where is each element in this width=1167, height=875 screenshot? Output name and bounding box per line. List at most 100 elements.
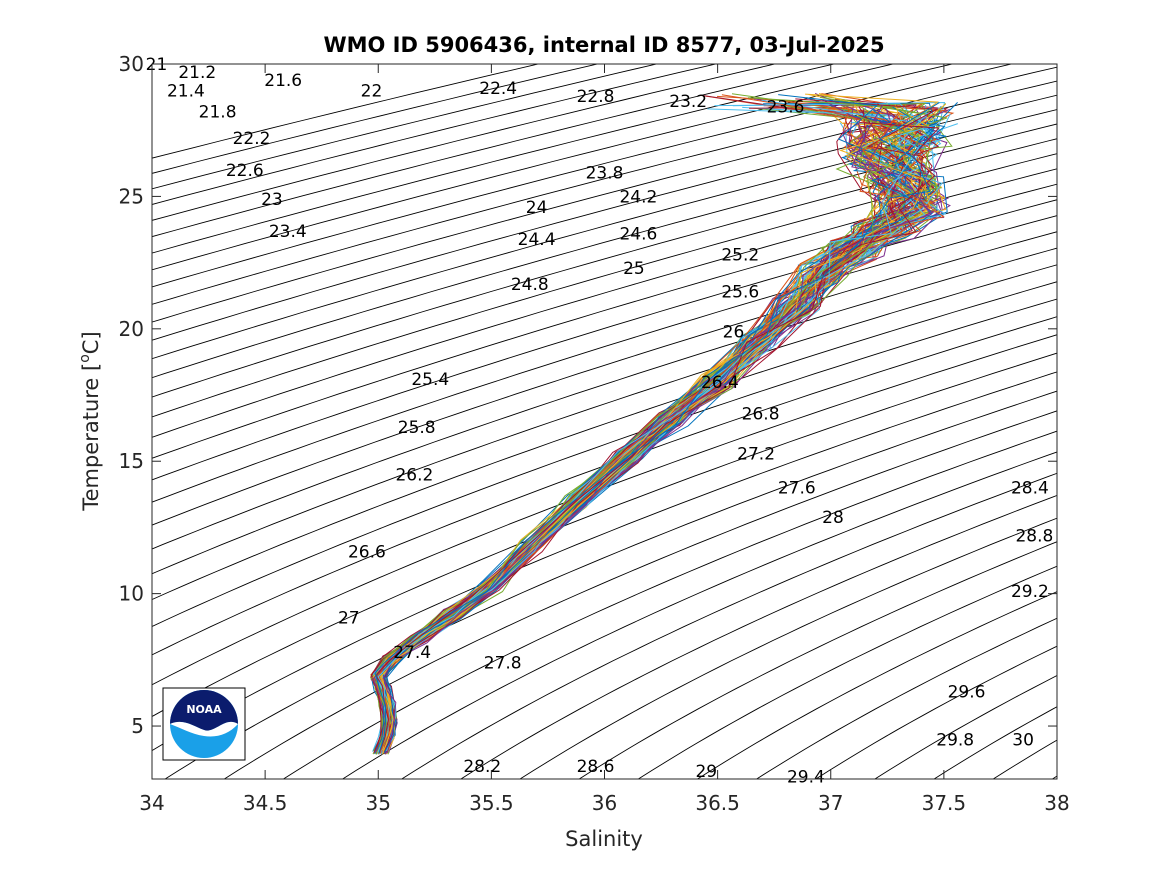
profile-line (374, 115, 921, 755)
y-axis-label-suffix: C] (79, 331, 103, 354)
density-contour-line (874, 675, 1057, 779)
x-tick-label: 37.5 (922, 791, 967, 815)
density-contour-line (341, 451, 1057, 779)
contour-label: 24.4 (518, 230, 556, 250)
density-contour-line (152, 64, 1014, 288)
density-contour-line (152, 316, 1057, 656)
contour-label: 28.8 (1015, 526, 1053, 546)
y-tick-label: 10 (119, 582, 144, 606)
density-contour-line (152, 231, 1057, 526)
x-tick-label: 36.5 (695, 791, 740, 815)
contour-label: 23.6 (767, 97, 805, 117)
density-contour-line (282, 430, 1057, 779)
contour-label: 23 (261, 190, 283, 210)
density-contour-line (152, 183, 1057, 459)
contour-label: 26.6 (348, 542, 386, 562)
profile-line (377, 124, 938, 753)
contour-label: 29 (695, 762, 717, 782)
contour-label: 29.2 (1011, 582, 1049, 602)
contour-label: 26.2 (395, 466, 433, 486)
y-axis-label: Temperature [oC] (77, 331, 103, 511)
x-tick-label: 37 (818, 791, 843, 815)
density-contours (152, 64, 1057, 779)
density-contour-line (152, 199, 1057, 481)
density-contour-line (164, 390, 1057, 779)
profile-line (374, 102, 940, 754)
y-axis-ticks: 5 10 15 20 25 30 (119, 52, 1057, 738)
x-tick-label: 34.5 (243, 791, 288, 815)
density-contour-line (223, 410, 1057, 779)
contour-label: 27 (338, 609, 360, 629)
contour-label: 27.6 (778, 479, 816, 499)
contour-label: 21.6 (264, 71, 302, 91)
density-contour-line (400, 472, 1057, 779)
contour-label: 27.4 (393, 643, 431, 663)
x-tick-label: 36 (592, 791, 617, 815)
y-tick-label: 5 (131, 714, 144, 738)
density-contour-line (152, 64, 600, 174)
contour-label: 28.6 (577, 757, 615, 777)
contour-label: 28.2 (463, 757, 501, 777)
density-contour-line (152, 64, 659, 190)
density-contour-line (152, 215, 1057, 503)
contour-label: 25.2 (721, 246, 759, 266)
noaa-logo-text: NOAA (186, 703, 222, 716)
density-contour-line (152, 64, 541, 159)
contour-label: 29.6 (948, 683, 986, 703)
contour-label: 29.4 (787, 767, 825, 787)
y-tick-label: 15 (119, 449, 144, 473)
density-contour-line (637, 565, 1057, 779)
contour-label: 22.8 (577, 87, 615, 107)
contour-label: 26.4 (701, 373, 739, 393)
x-axis-label: Salinity (565, 827, 643, 851)
contour-label: 21.4 (167, 82, 205, 102)
x-tick-label: 35.5 (469, 791, 514, 815)
density-contour-line (578, 541, 1057, 779)
contour-label: 26 (723, 323, 745, 343)
contour-label: 23.2 (669, 92, 707, 112)
contour-label: 27.8 (484, 654, 522, 674)
x-tick-label: 38 (1044, 791, 1069, 815)
profile-line (384, 102, 958, 752)
profile-line (373, 106, 934, 753)
contour-label: 24.2 (619, 187, 657, 207)
contour-label: 23.4 (269, 222, 307, 242)
x-tick-label: 35 (366, 791, 391, 815)
contour-label: 25.6 (721, 283, 759, 303)
y-axis-label-prefix: Temperature [ (79, 363, 103, 512)
density-contour-line (152, 281, 1057, 601)
density-contour-line (152, 64, 955, 271)
contour-label: 24.6 (619, 225, 657, 245)
contour-label: 21.8 (199, 103, 237, 123)
density-contour-line (152, 66, 1057, 305)
density-contour-line (152, 334, 1057, 686)
x-tick-label: 34 (139, 791, 164, 815)
y-tick-label: 30 (119, 52, 144, 76)
contour-label: 25.4 (411, 370, 449, 390)
chart-title: WMO ID 5906436, internal ID 8577, 03-Jul… (323, 33, 884, 57)
density-contour-line (152, 138, 1057, 398)
density-contour-line (814, 645, 1057, 779)
profile-line (385, 123, 947, 753)
contour-label: 21 (146, 55, 168, 75)
contour-label: 28.4 (1011, 479, 1049, 499)
x-axis-ticks: 34 34.5 35 35.5 36 36.5 37 37.5 38 (139, 64, 1070, 815)
contour-label: 22 (361, 82, 383, 102)
y-tick-label: 25 (119, 184, 144, 208)
contour-label: 29.8 (936, 730, 974, 750)
density-contour-line (152, 64, 718, 205)
contour-label: 24 (526, 198, 548, 218)
contour-label: 25.8 (398, 418, 436, 438)
profile-line (375, 122, 940, 754)
density-contour-line (152, 264, 1057, 575)
profile-line (382, 107, 935, 754)
contour-label: 21.2 (178, 63, 216, 83)
contour-label: 30 (1012, 730, 1034, 750)
contour-label: 27.2 (737, 444, 775, 464)
density-contour-line (152, 94, 1057, 341)
density-contour-line (696, 591, 1057, 779)
y-axis-label-unit: o (77, 354, 93, 363)
density-contour-line (152, 168, 1057, 438)
contour-label: 24.8 (511, 275, 549, 295)
